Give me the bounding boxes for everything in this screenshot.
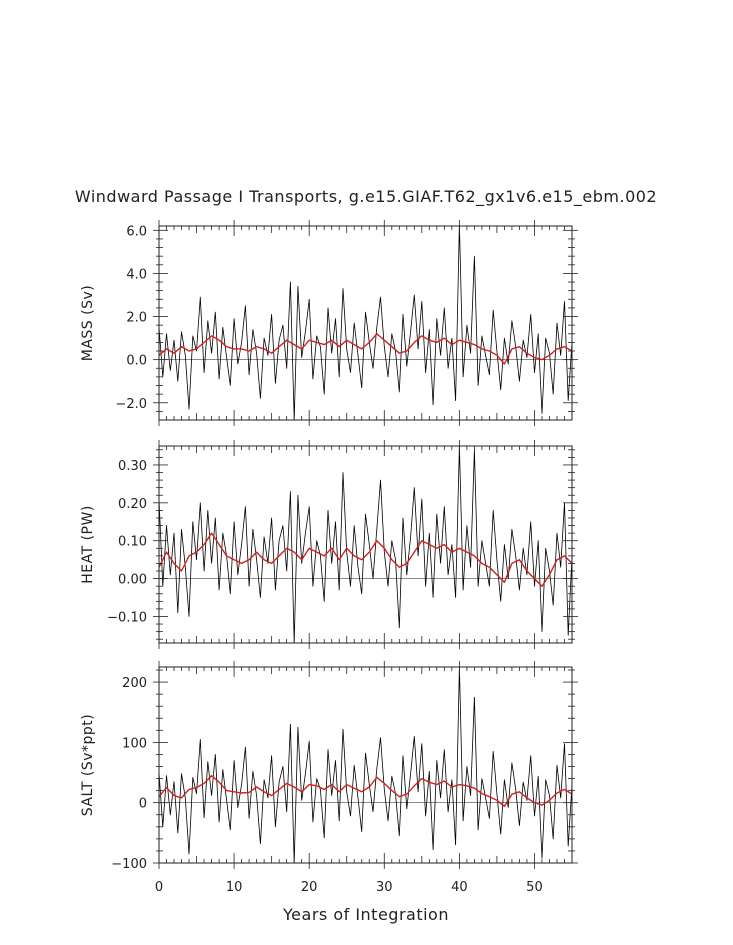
panels: −2.0 0.0 2.0 4.0 6.0 MASS (Sv) −0.10 0.00 0.10 0.…	[80, 220, 578, 895]
y-tick-label: 0	[139, 797, 147, 812]
y-tick-label: 0.20	[118, 497, 147, 512]
y-tick-label: 6.0	[126, 224, 147, 239]
series-smooth-line	[159, 774, 572, 807]
y-tick-label: −100	[111, 857, 147, 872]
y-tick-label: 0.30	[118, 459, 147, 474]
y-tick-label: −2.0	[115, 397, 147, 412]
x-tick-label: 10	[226, 880, 243, 895]
series-raw-line	[159, 446, 572, 643]
series-raw-line	[159, 226, 572, 420]
series-raw-line	[159, 667, 572, 863]
plot-frame	[158, 225, 573, 421]
x-tick-label: 40	[451, 880, 468, 895]
y-tick-label: 2.0	[126, 311, 147, 326]
series-smooth-line	[159, 532, 572, 587]
x-tick-label: 30	[376, 880, 393, 895]
y-tick-label: 100	[122, 736, 147, 751]
y-tick-label: 0.00	[118, 573, 147, 588]
x-tick-label: 0	[155, 880, 163, 895]
y-tick-label: 0.0	[126, 354, 147, 369]
x-tick-label: 20	[301, 880, 318, 895]
x-tick-label: 50	[526, 880, 543, 895]
y-axis-label-salt: SALT (Sv*ppt)	[80, 714, 96, 816]
y-axis-label-heat: HEAT (PW)	[80, 505, 96, 584]
x-axis-label: Years of Integration	[282, 905, 449, 924]
panel-heat: −0.10 0.00 0.10 0.20 0.30 HEAT (PW)	[80, 440, 578, 649]
panel-mass: −2.0 0.0 2.0 4.0 6.0 MASS (Sv)	[80, 220, 578, 426]
panel-salt: −100 0 100 200 0 10 20 30 40 50 SALT (Sv*ppt)	[80, 661, 578, 895]
chart-title: Windward Passage I Transports, g.e15.GIA…	[75, 187, 657, 207]
y-axis-label-mass: MASS (Sv)	[80, 285, 96, 361]
y-tick-label: 4.0	[126, 267, 147, 282]
series-smooth-line	[159, 333, 572, 365]
y-tick-label: 200	[122, 676, 147, 691]
plot-frame	[158, 445, 573, 644]
plot-frame	[158, 666, 573, 864]
y-tick-label: −0.10	[107, 610, 147, 625]
y-tick-label: 0.10	[118, 535, 147, 550]
